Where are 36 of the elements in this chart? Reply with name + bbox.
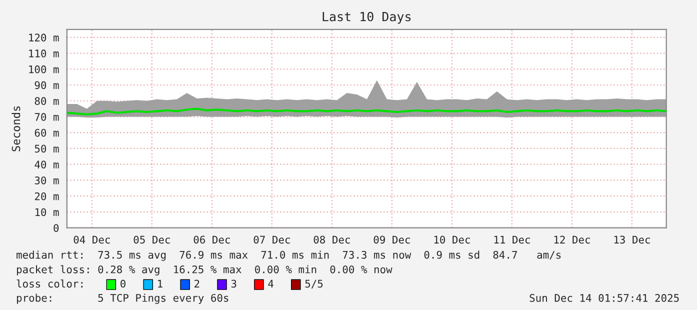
chart-title: Last 10 Days	[322, 12, 411, 24]
text: median rtt: 73.5 ms avg 76.9 ms max 71.0 ms min 73.3 ms now 0.9 ms sd 84.7 am/s	[16, 250, 561, 261]
y-tick-label: 80 m	[34, 97, 59, 106]
x-tick-label: 09 Dec	[374, 236, 410, 244]
y-tick-label: 50 m	[34, 144, 59, 153]
y-tick-label: 110 m	[29, 50, 59, 58]
y-tick-label: 90 m	[34, 81, 59, 90]
y-tick-label: 100 m	[29, 65, 59, 74]
text: probe: 5 TCP Pings every 60s	[17, 294, 228, 304]
x-tick-label: 12 Dec	[554, 236, 590, 244]
text: 4	[268, 280, 274, 288]
text: loss color:	[16, 280, 83, 288]
text: 3	[231, 280, 236, 288]
y-tick-label: 40 m	[34, 160, 59, 168]
x-tick-label: 13 Dec	[614, 236, 650, 244]
y-tick-label: 60 m	[34, 128, 59, 137]
x-tick-label: 08 Dec	[314, 236, 350, 244]
y-tick-label: 70 m	[34, 113, 59, 121]
y-tick-label: 120 m	[29, 34, 59, 42]
x-tick-label: 05 Dec	[134, 236, 170, 244]
text: 0	[120, 280, 126, 288]
text: 2	[194, 280, 200, 288]
text: 1	[158, 280, 162, 288]
y-tick-label: 20 m	[34, 192, 59, 200]
y-axis-title: Seconds	[12, 106, 20, 152]
y-tick-label: 10 m	[35, 208, 59, 216]
text: Sun Dec 14 01:57:41 2025	[530, 294, 679, 302]
x-tick-label: 06 Dec	[194, 236, 230, 244]
text: 5/5	[305, 280, 323, 288]
text: packet loss: 0.28 % avg 16.25 % max 0.00 % min 0.00 % now	[17, 265, 392, 276]
y-tick-label: 0	[54, 224, 59, 232]
x-tick-label: 11 Dec	[494, 236, 530, 244]
x-tick-label: 04 Dec	[74, 236, 110, 244]
y-tick-label: 30 m	[34, 176, 59, 184]
x-tick-label: 07 Dec	[254, 236, 290, 244]
x-tick-label: 10 Dec	[434, 236, 470, 244]
